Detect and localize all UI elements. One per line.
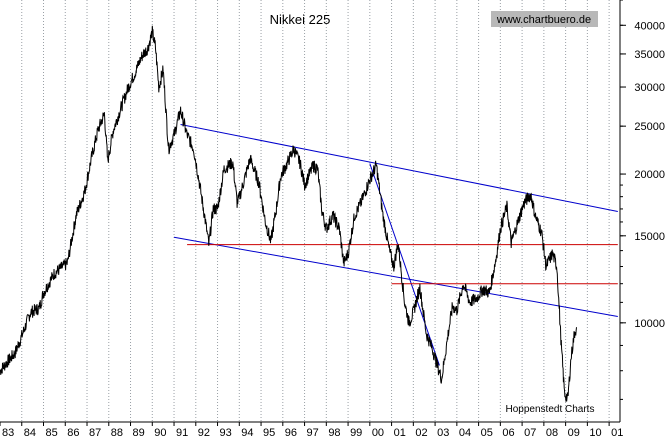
y-tick-label: 35000 [634,49,665,61]
y-tick-label: 25000 [634,121,665,133]
x-tick-label: 09 [568,427,580,439]
credit-label: Hoppenstedt Charts [506,404,595,415]
x-tick-label: 91 [176,427,188,439]
x-tick-label: 99 [350,427,362,439]
x-tick-label: 05 [481,427,493,439]
x-tick-label: 02 [415,427,427,439]
watermark-background [491,11,598,27]
x-tick-label: 04 [459,427,471,439]
y-tick-label: 15000 [634,231,665,243]
watermark: www.chartbuero.de [496,14,591,26]
x-tick-label: 88 [111,427,123,439]
series-line-nikkei [0,25,577,402]
x-tick-label: 98 [328,427,340,439]
x-tick-label: 95 [263,427,275,439]
y-tick-label: 40000 [634,20,665,32]
y-tick-label: 10000 [634,318,665,330]
x-tick-label: 93 [220,427,232,439]
price-series [0,25,577,402]
x-tick-label: 86 [67,427,79,439]
x-tick-label: 92 [198,427,210,439]
trendline-lower-channel [173,236,618,317]
x-tick-label: 96 [285,427,297,439]
x-tick-label: 90 [154,427,166,439]
chart-title: Nikkei 225 [270,12,331,27]
x-tick-label: 84 [24,427,36,439]
x-tick-label: 94 [241,427,253,439]
x-tick-label: 85 [46,427,58,439]
y-tick-label: 30000 [634,82,665,94]
y-tick-label: 20000 [634,169,665,181]
x-tick-label: 89 [133,427,145,439]
x-tick-label: 01 [611,427,623,439]
annotations: Nikkei 225 www.chartbuero.de Hoppenstedt… [270,11,598,415]
x-tick-label: 03 [437,427,449,439]
trendlines [173,123,618,366]
x-tick-label: 08 [546,427,558,439]
x-tick-label: 07 [524,427,536,439]
grid [21,0,610,422]
x-tick-label: 01 [394,427,406,439]
x-tick-label: 87 [89,427,101,439]
x-tick-label: 83 [2,427,14,439]
x-tick-label: 97 [307,427,319,439]
trendline-upper-channel [180,123,618,212]
x-tick-label: 10 [589,427,601,439]
x-tick-label: 00 [372,427,384,439]
x-tick-label: 06 [502,427,514,439]
